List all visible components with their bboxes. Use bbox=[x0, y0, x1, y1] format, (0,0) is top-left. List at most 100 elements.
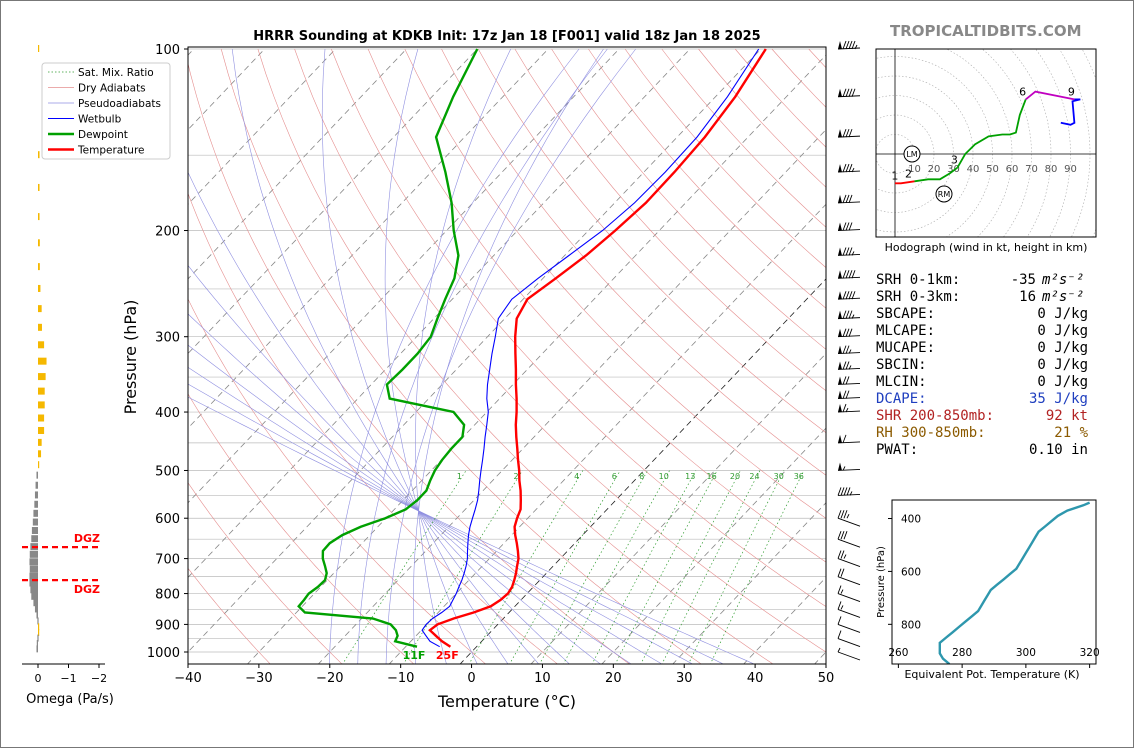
wind-barb bbox=[837, 630, 861, 647]
hodograph-caption: Hodograph (wind in kt, height in km) bbox=[885, 241, 1088, 254]
skew-t-plot-area: 1 2 4 6 8 10 13 16 20 24 30 36 bbox=[188, 48, 826, 664]
omega-bar bbox=[38, 213, 40, 221]
omega-bar bbox=[38, 45, 40, 52]
wind-barb-pennant bbox=[838, 270, 842, 279]
hodo-ring-label: 90 bbox=[1064, 164, 1077, 175]
wind-barb-pennant bbox=[838, 345, 842, 354]
mixing-ratio-line bbox=[342, 470, 467, 664]
omega-bar bbox=[38, 284, 41, 292]
omega-bar bbox=[38, 357, 47, 365]
pseudoadiabat-line bbox=[412, 48, 604, 664]
y-tick-label: 100 bbox=[155, 43, 180, 58]
isotherm-line bbox=[188, 48, 691, 578]
wetbulb-line bbox=[421, 48, 760, 648]
omega-bar bbox=[34, 491, 38, 499]
mixing-ratio-line bbox=[509, 470, 621, 664]
omega-bar bbox=[33, 509, 38, 517]
wind-barb-flag bbox=[851, 40, 856, 50]
wind-barb-half-flag bbox=[843, 554, 847, 559]
wind-barb bbox=[837, 647, 861, 661]
wind-barb bbox=[837, 361, 861, 370]
x-tick-label: −10 bbox=[387, 671, 414, 686]
dry-adiabat-line bbox=[188, 393, 415, 664]
omega-bar bbox=[31, 527, 38, 535]
wind-barb-half-flag bbox=[851, 251, 855, 256]
pseudoadiabat-line bbox=[329, 48, 580, 664]
hodo-height-label: 6 bbox=[1019, 85, 1026, 98]
legend-label: Dry Adiabats bbox=[78, 83, 146, 95]
dry-adiabat-line bbox=[188, 567, 271, 664]
hodo-height-label: 2 bbox=[905, 167, 912, 180]
wind-barb-half-flag bbox=[846, 514, 850, 519]
dry-adiabat-line bbox=[441, 48, 826, 476]
wind-barb-pennant bbox=[838, 291, 842, 300]
wind-barb-flag bbox=[842, 361, 847, 370]
wind-barb-flag bbox=[845, 328, 850, 337]
wind-barb-pennant bbox=[838, 328, 842, 337]
wind-barb-flag bbox=[842, 163, 847, 173]
wind-barb-half-flag bbox=[837, 647, 841, 653]
temperature-line bbox=[428, 48, 767, 648]
mixing-ratio-label: 8 bbox=[639, 472, 644, 481]
mixing-ratio-label: 20 bbox=[730, 472, 740, 481]
wind-barb bbox=[837, 376, 861, 385]
omega-bar bbox=[38, 263, 40, 271]
isotherm-line bbox=[188, 48, 762, 653]
pseudoadiabat-line bbox=[188, 344, 663, 664]
omega-bar bbox=[29, 565, 38, 573]
wind-barb-pennant bbox=[838, 222, 842, 231]
dry-adiabat-line bbox=[477, 48, 826, 434]
dewpoint-line bbox=[297, 48, 479, 648]
stat-unit: m²s⁻² bbox=[1042, 272, 1085, 288]
mixing-ratio-label: 13 bbox=[685, 472, 695, 481]
omega-tick-label: −2 bbox=[91, 672, 107, 685]
mixing-ratio-line bbox=[640, 470, 741, 664]
omega-bar bbox=[38, 373, 46, 381]
omega-bar bbox=[31, 592, 38, 600]
stat-label: RH 300-850mb: bbox=[876, 425, 986, 441]
mixing-ratio-label: 1 bbox=[457, 472, 462, 481]
y-tick-label: 500 bbox=[155, 464, 180, 479]
stat-value: 0.10 in bbox=[1028, 442, 1088, 458]
omega-bar bbox=[29, 558, 38, 566]
dry-adiabat-line bbox=[331, 48, 826, 607]
wind-barb bbox=[837, 390, 861, 400]
wind-barb-half-flag bbox=[848, 349, 852, 354]
wind-barb-flag bbox=[837, 601, 842, 610]
theta-x-tick-label: 280 bbox=[952, 647, 972, 659]
hodo-ring-label: 70 bbox=[1025, 164, 1038, 175]
wind-barb-flag bbox=[842, 222, 847, 231]
theta-x-tick-label: 320 bbox=[1080, 647, 1100, 659]
wind-barb-flag bbox=[848, 270, 853, 279]
theta-x-tick-label: 260 bbox=[888, 647, 908, 659]
hodo-trace-segment bbox=[914, 166, 958, 183]
wind-barb-flag bbox=[842, 403, 847, 413]
wind-barb-staff bbox=[837, 493, 861, 496]
theta-y-tick-label: 400 bbox=[901, 514, 921, 526]
stat-value: 92 kt bbox=[1045, 408, 1088, 424]
wind-barb-flag bbox=[851, 88, 856, 97]
stat-value: 0 J/kg bbox=[1037, 374, 1088, 390]
wind-barb-flag bbox=[842, 40, 847, 50]
theta-y-tick-label: 600 bbox=[901, 566, 921, 578]
wind-barb-flag bbox=[845, 163, 850, 173]
omega-bar bbox=[37, 617, 39, 625]
isotherm-line bbox=[530, 352, 826, 664]
wind-barb-half-flag bbox=[848, 365, 852, 370]
omega-bar bbox=[38, 323, 42, 331]
wind-barb-flag bbox=[840, 550, 845, 559]
omega-bar bbox=[36, 611, 38, 619]
wind-barb-pennant bbox=[838, 247, 842, 256]
wind-barb-flag bbox=[842, 194, 847, 204]
wind-barb-flag bbox=[846, 487, 851, 496]
wind-barb bbox=[837, 585, 861, 602]
wind-barb-flag bbox=[848, 310, 853, 319]
wind-barb-flag bbox=[840, 510, 845, 519]
wind-barb-flag bbox=[851, 291, 856, 300]
mixing-ratio-label: 4 bbox=[574, 472, 579, 481]
pseudoadiabat-line bbox=[384, 48, 478, 664]
hodo-height-label: 9 bbox=[1068, 85, 1075, 98]
wind-barb-flag bbox=[842, 376, 847, 385]
stat-row: MUCAPE: 0 J/kg bbox=[876, 340, 1088, 357]
dry-adiabat-line bbox=[188, 298, 487, 664]
